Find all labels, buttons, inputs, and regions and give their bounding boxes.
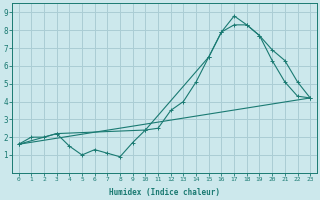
X-axis label: Humidex (Indice chaleur): Humidex (Indice chaleur) [109, 188, 220, 197]
